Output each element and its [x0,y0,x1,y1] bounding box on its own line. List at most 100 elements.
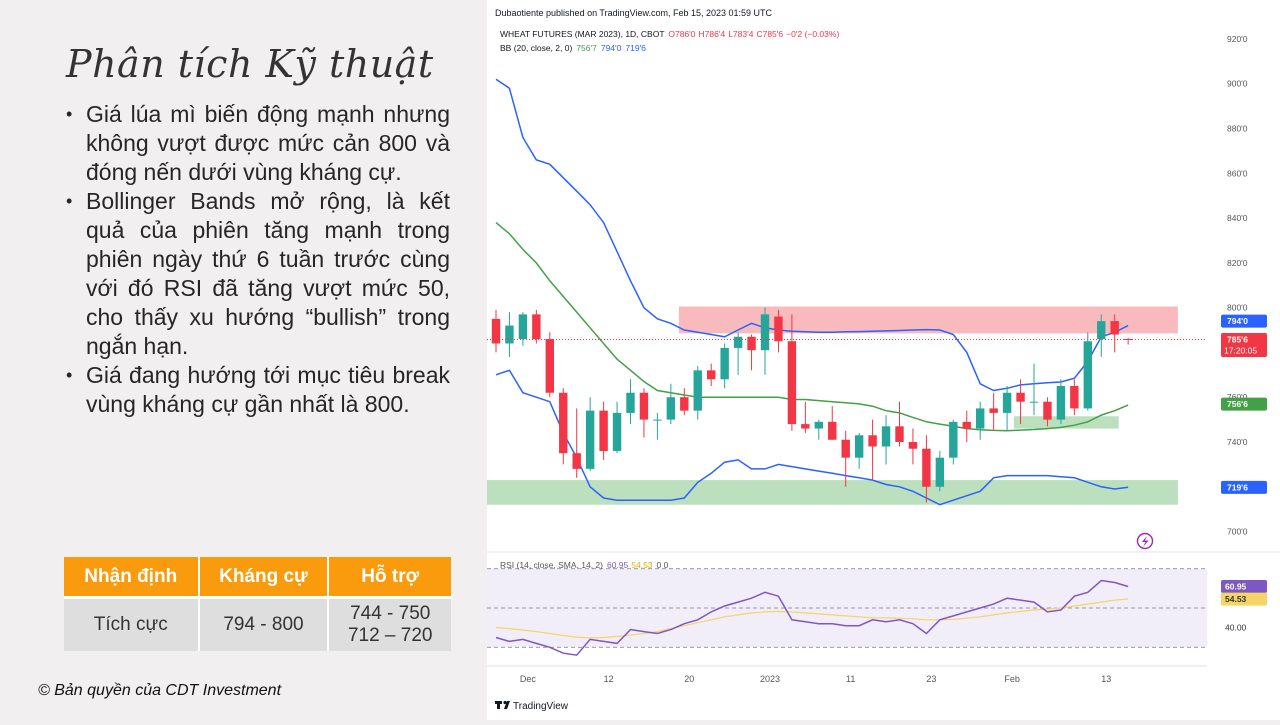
bullet-price-action: Giá lúa mì biến động mạnh nhưng không vư… [64,100,450,187]
table-row: Tích cực 794 - 800 744 - 750 712 – 720 [64,597,451,651]
chart-panel: Dubaotiente published on TradingView.com… [486,0,1280,720]
candle [814,419,823,440]
rsi-tick-label: 40.00 [1225,623,1247,633]
candle [626,379,635,425]
price-axis: 920'0 900'0 880'0 860'0 840'0 820'0 800'0 760'0… [1227,34,1248,537]
cell-support: 744 - 750 712 – 720 [328,597,451,651]
bb-line: BB (20, close, 2, 0) 756'7 794'0 719'6 [500,43,646,53]
text-panel: Phân tích Kỹ thuật Giá lúa mì biến động … [0,0,486,720]
candle [1083,332,1092,411]
bb-basis-line [495,222,1129,432]
candle [908,428,918,465]
bb-upper-line [495,78,1129,392]
candle [976,401,985,440]
candle [693,365,702,420]
price-chart: Dubaotiente published on TradingView.com… [486,0,1280,720]
cell-view: Tích cực [64,597,200,651]
logo-text: TradingView [513,701,569,712]
y-tick-label: 900'0 [1227,79,1248,89]
candle [532,309,541,344]
bb-lower-line [495,369,1129,506]
candle [881,415,891,465]
x-tick-label: 20 [684,674,694,684]
slide-title: Phân tích Kỹ thuật [66,42,434,86]
bullet-list: Giá lúa mì biến động mạnh nhưng không vư… [64,100,450,419]
bb-lower-tag: 719'6 [1221,480,1267,494]
bullet-target: Giá đang hướng tới mục tiêu break vùng k… [64,361,450,419]
x-tick-label: 13 [1101,674,1111,684]
support-range-1: 744 - 750 [350,603,431,624]
rsi-label: RSI (14, close, SMA, 14, 2) [500,560,603,570]
y-tick-label: 860'0 [1227,168,1248,178]
candle [720,343,729,389]
y-tick-label: 760'0 [1227,392,1248,402]
candle [841,430,850,487]
rsi-extra: 0 0 [657,560,669,570]
bollinger-layer [495,78,1129,506]
svg-text:785'6: 785'6 [1227,335,1248,345]
svg-text:794'0: 794'0 [1227,316,1248,326]
candle [895,401,904,447]
candle [935,450,945,492]
y-tick-label: 700'0 [1227,527,1248,537]
y-tick-label: 800'0 [1227,303,1248,313]
x-tick-label: 11 [846,674,855,684]
lightning-icon[interactable] [1136,532,1154,550]
candle [760,307,770,375]
candle [733,332,743,375]
x-tick-label: Dec [520,674,537,684]
ohlc-change: −0'2 (−0.03%) [786,29,839,39]
cell-resistance: 794 - 800 [198,597,330,651]
candle [868,419,877,481]
candle [680,388,689,416]
y-tick-label: 880'0 [1227,124,1248,134]
candle [801,401,810,434]
ohlc-close: C785'6 [756,29,783,39]
ohlc-open: O786'0 [668,29,695,39]
price-tags: 794'0 785'617:20:05 756'6 719'6 [1221,314,1267,494]
ohlc-low: L783'4 [728,29,754,39]
published-line: Dubaotiente published on TradingView.com… [495,8,773,18]
candle [1110,314,1119,353]
bb-basis-tag: 756'6 [1221,397,1267,411]
candle [639,388,649,438]
x-tick-label: 12 [604,674,614,684]
rsi-line: RSI (14, close, SMA, 14, 2) 60.95 54.53 0 0 [500,560,669,570]
y-tick-label: 840'0 [1227,213,1248,223]
candle [1029,363,1039,416]
candle [1002,386,1012,431]
bb-upper-tag: 794'0 [1221,314,1267,328]
support-zone-2 [486,480,1178,505]
rsi-tick-label: 60.95 [1225,581,1247,591]
candle [707,363,716,387]
rsi-line-plot [495,579,1129,656]
rsi-tag-bg [1221,592,1267,606]
levels-table: Nhận định Kháng cự Hỗ trợ Tích cực 794 -… [64,557,451,651]
candle [572,408,581,478]
candle [949,419,958,465]
svg-text:719'6: 719'6 [1227,482,1248,492]
x-tick-label: 2023 [760,674,780,684]
header-view: Nhận định [64,557,200,599]
header-resistance: Kháng cự [198,557,330,599]
candle [518,312,528,346]
last-price-tag: 785'617:20:05 [1221,333,1267,358]
rsi-tag-bg [1221,579,1267,593]
copyright-note: © Bản quyền của CDT Investment [38,682,282,699]
candle [989,392,998,431]
candle [1016,379,1025,425]
support-range-2: 712 – 720 [347,625,433,646]
candle [505,312,514,357]
candle [787,314,797,431]
candle [747,334,756,371]
candle [1123,337,1133,345]
bullet-bollinger: Bollinger Bands mở rộng, là kết quả của … [64,187,450,361]
candle [854,433,864,469]
tradingview-logo[interactable]: TradingView [495,700,569,712]
candle [1097,314,1106,357]
candle [612,401,622,454]
candle [491,309,501,353]
svg-text:756'6: 756'6 [1227,399,1248,409]
symbol-line: WHEAT FUTURES (MAR 2023), 1D, CBOT O786'0… [500,29,839,39]
x-tick-label: 23 [926,674,936,684]
